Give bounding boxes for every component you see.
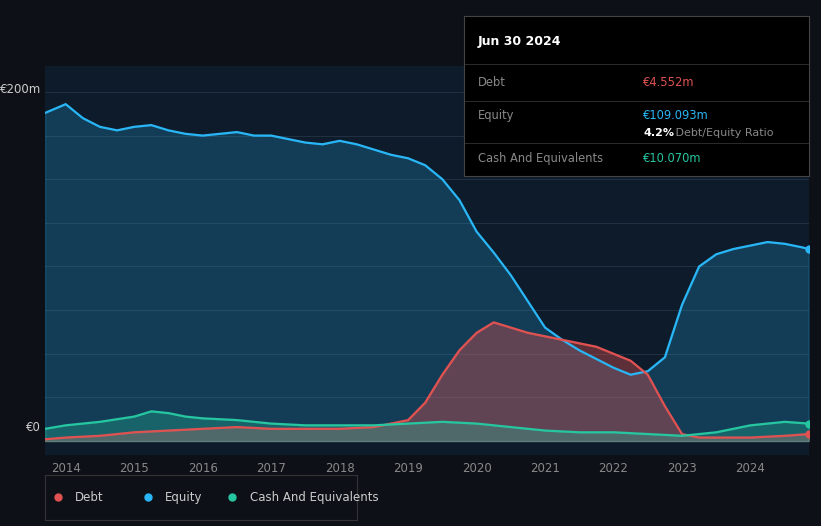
- Text: €4.552m: €4.552m: [643, 76, 695, 89]
- Text: €200m: €200m: [0, 83, 41, 96]
- Text: €109.093m: €109.093m: [643, 109, 709, 122]
- Text: Equity: Equity: [478, 109, 514, 122]
- Text: Cash And Equivalents: Cash And Equivalents: [478, 152, 603, 165]
- Text: Debt: Debt: [478, 76, 506, 89]
- Text: 4.2%: 4.2%: [643, 128, 674, 138]
- Text: Equity: Equity: [165, 491, 203, 504]
- Text: Jun 30 2024: Jun 30 2024: [478, 35, 562, 48]
- Text: Debt: Debt: [75, 491, 103, 504]
- Text: Debt/Equity Ratio: Debt/Equity Ratio: [672, 128, 774, 138]
- Text: Cash And Equivalents: Cash And Equivalents: [250, 491, 378, 504]
- Text: €0: €0: [26, 421, 41, 433]
- Text: €10.070m: €10.070m: [643, 152, 702, 165]
